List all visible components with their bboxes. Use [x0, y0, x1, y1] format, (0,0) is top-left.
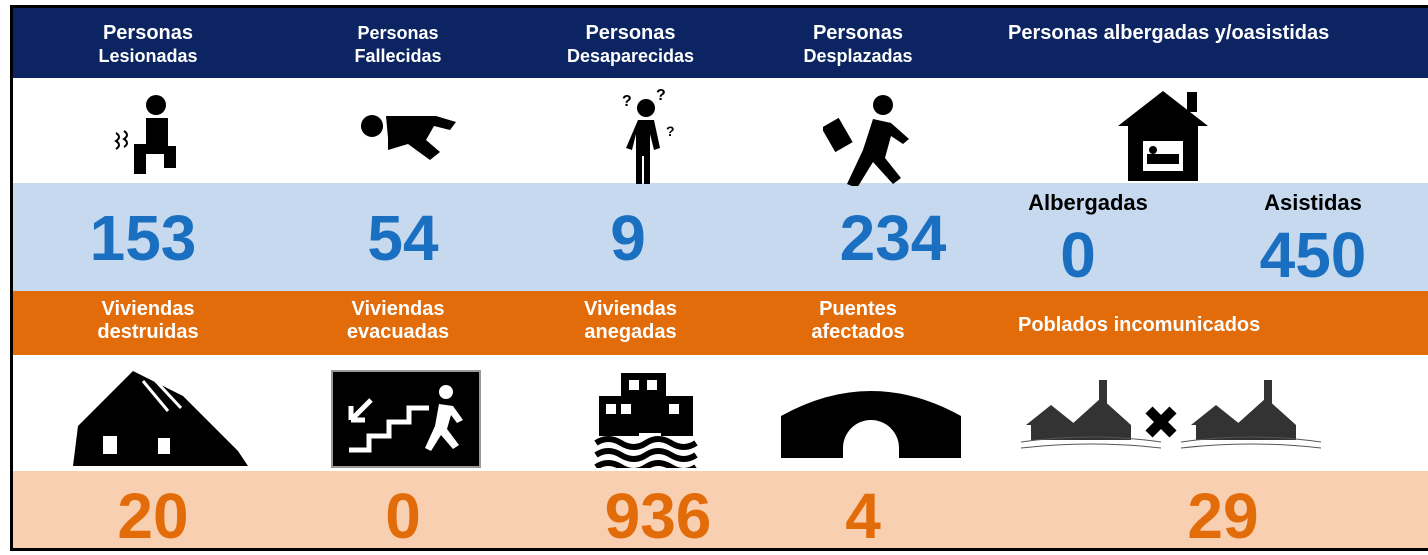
value: 20 — [117, 480, 189, 551]
svg-text:?: ? — [656, 87, 666, 104]
header-line: Personas — [812, 22, 904, 44]
header: Poblados incomunicados — [1018, 314, 1261, 336]
header-line: Puentes — [819, 298, 897, 320]
header-line: evacuadas — [346, 321, 450, 343]
svg-text:?: ? — [622, 93, 632, 110]
header-line: Desaparecidas — [566, 46, 695, 66]
missing-icon: ??? — [622, 87, 675, 184]
sub-label: Asistidas — [1264, 190, 1362, 215]
value: 450 — [1259, 219, 1367, 291]
value: 153 — [89, 202, 197, 274]
header-line: Personas — [357, 23, 439, 43]
header-line: Desplazadas — [803, 46, 913, 66]
bridge-icon — [781, 391, 961, 458]
infographic: Personas Lesionadas Personas Fallecidas Pe… — [10, 5, 1428, 551]
header-line: Personas — [102, 22, 194, 44]
value: 29 — [1187, 480, 1259, 551]
injured-icon — [114, 95, 176, 174]
header: Personas Desplazadas — [753, 22, 963, 68]
header-line: Viviendas — [351, 298, 445, 320]
destroyed-house-icon — [73, 371, 248, 466]
header: Viviendas destruidas — [43, 298, 253, 344]
value: 54 — [367, 202, 439, 274]
deceased-icon — [361, 115, 456, 160]
header: Viviendas evacuadas — [293, 298, 503, 344]
header-line: anegadas — [584, 321, 677, 343]
value: 234 — [839, 202, 947, 274]
isolated-towns-icon — [1021, 380, 1321, 449]
header: Personas Desaparecidas — [523, 22, 738, 68]
header: Personas Fallecidas — [293, 22, 503, 68]
value: 0 — [385, 480, 421, 551]
header-line: Lesionadas — [98, 46, 198, 66]
header-line: Personas — [585, 22, 676, 44]
sub-label: Albergadas — [1028, 190, 1148, 215]
value-band — [13, 183, 1428, 291]
header-line: destruidas — [97, 321, 199, 343]
header: Personas Lesionadas — [43, 22, 253, 68]
svg-text:?: ? — [666, 123, 675, 139]
header: Personas albergadas y/oasistidas — [1008, 22, 1330, 44]
header-line: Viviendas — [101, 298, 195, 320]
displaced-icon — [823, 95, 909, 186]
flooded-icon — [594, 373, 698, 468]
evacuation-icon — [331, 370, 481, 468]
header: Viviendas anegadas — [523, 298, 738, 344]
value: 0 — [1060, 219, 1096, 291]
value: 9 — [610, 202, 646, 274]
header-line: afectados — [811, 321, 905, 343]
value-band — [13, 471, 1428, 548]
header-line: Fallecidas — [354, 46, 442, 66]
value: 936 — [604, 480, 712, 551]
value: 4 — [845, 480, 881, 551]
header-band — [13, 291, 1428, 355]
header: Puentes afectados — [753, 298, 963, 344]
header-line: Viviendas — [583, 298, 678, 320]
shelter-icon — [1118, 91, 1208, 181]
header-band — [13, 8, 1428, 78]
